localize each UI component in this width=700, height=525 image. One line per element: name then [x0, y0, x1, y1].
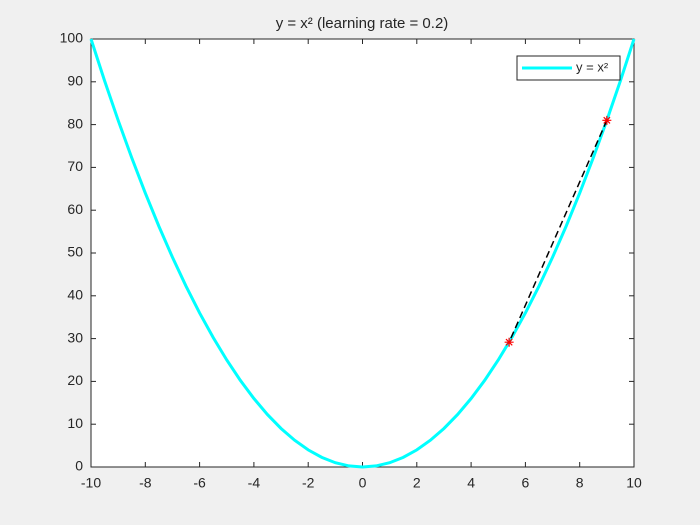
y-tick-label: 0: [75, 458, 83, 474]
plot-area: [91, 39, 634, 467]
legend-label: y = x²: [576, 59, 609, 74]
y-tick-label: 70: [67, 158, 83, 174]
x-tick-label: -10: [81, 475, 101, 491]
x-tick-label: -4: [248, 475, 261, 491]
curve: [89, 38, 636, 469]
y-tick-label: 100: [60, 30, 84, 46]
descent-marker: [504, 337, 514, 347]
y-tick-label: 80: [67, 115, 83, 131]
y-tick-label: 20: [67, 372, 83, 388]
y-tick-label: 10: [67, 415, 83, 431]
y-tick-label: 30: [67, 329, 83, 345]
x-tick-label: 2: [413, 475, 421, 491]
x-tick-label: 6: [522, 475, 530, 491]
x-tick-label: -8: [139, 475, 152, 491]
descent-marker: [602, 115, 612, 125]
y-tick-label: 50: [67, 244, 83, 260]
y-tick-label: 40: [67, 287, 83, 303]
x-tick-label: 4: [467, 475, 475, 491]
x-tick-label: 0: [359, 475, 367, 491]
x-tick-label: 10: [626, 475, 642, 491]
y-tick-label: 90: [67, 73, 83, 89]
descent-path: [508, 120, 608, 343]
x-tick-label: 8: [576, 475, 584, 491]
y-tick-label: 60: [67, 201, 83, 217]
x-tick-label: -2: [302, 475, 315, 491]
x-tick-label: -6: [193, 475, 206, 491]
chart-title: y = x² (learning rate = 0.2): [276, 15, 449, 32]
